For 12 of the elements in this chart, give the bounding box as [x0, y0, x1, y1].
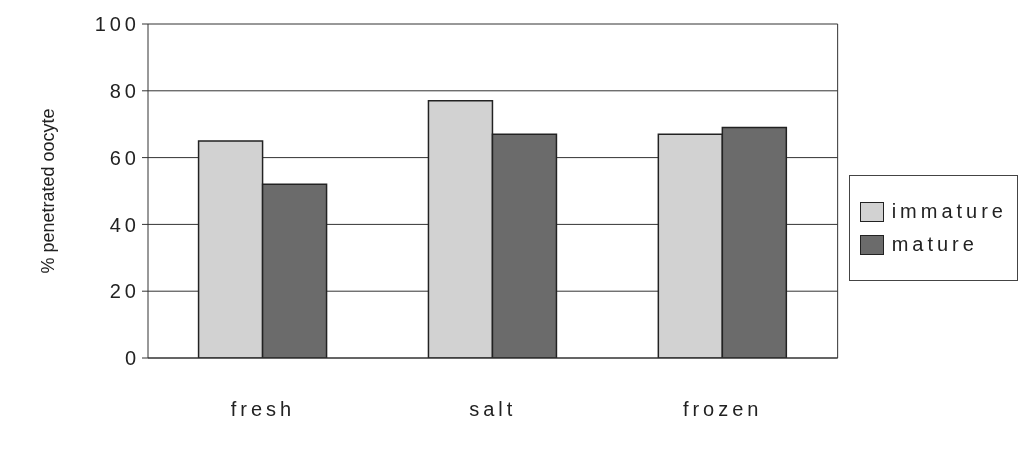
y-tick-label: 40 — [109, 213, 140, 236]
x-tick-label: salt — [469, 398, 517, 421]
y-tick-label: 20 — [109, 280, 140, 303]
legend-label: immature — [891, 200, 1007, 223]
legend-label: mature — [891, 233, 978, 256]
y-tick-label: 100 — [94, 13, 140, 36]
x-tick-label: fresh — [230, 398, 296, 421]
y-tick-label: 0 — [124, 347, 140, 370]
y-tick-label: 80 — [109, 79, 140, 102]
y-axis-title: % penetrated oocyte — [38, 108, 59, 274]
x-tick-label: frozen — [682, 398, 763, 421]
y-tick-label: 60 — [109, 146, 140, 169]
